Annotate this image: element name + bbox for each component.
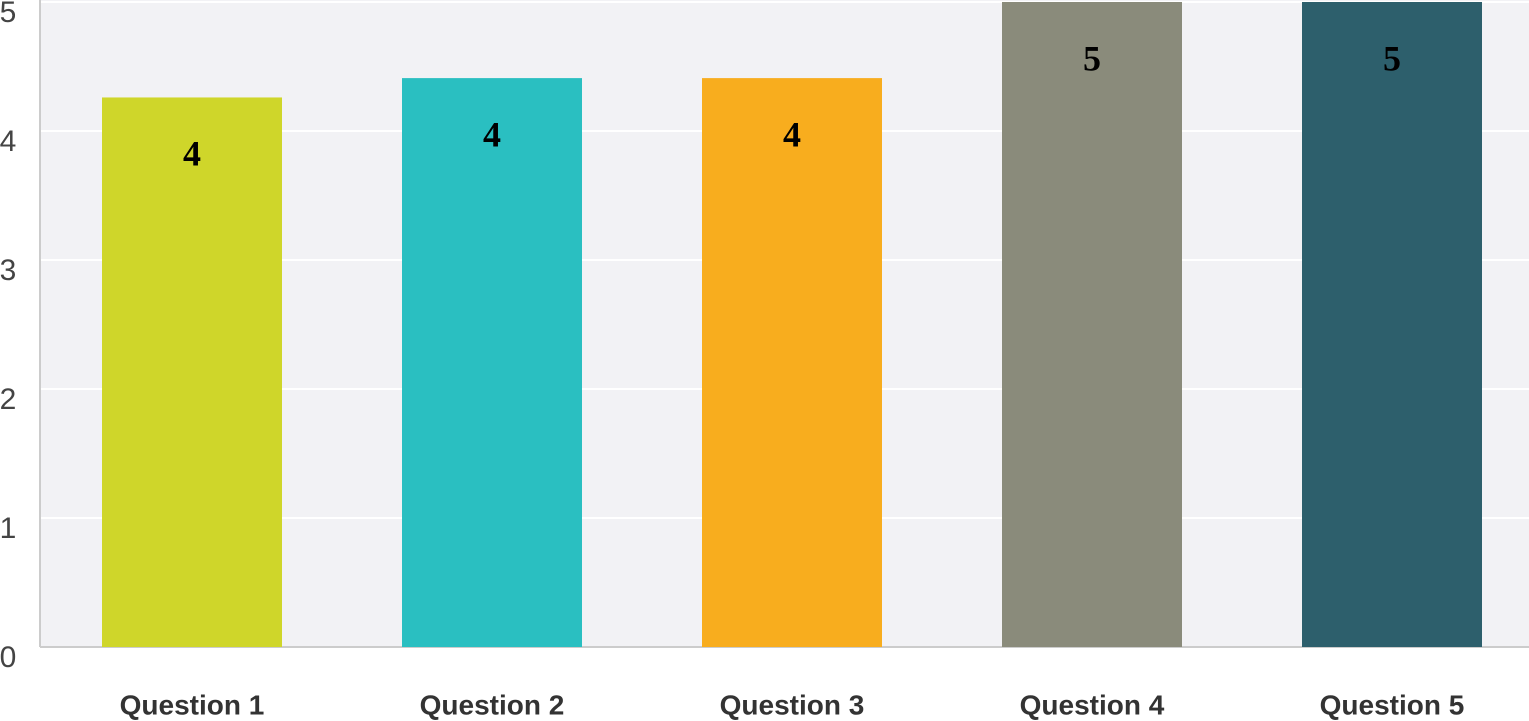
bar bbox=[102, 97, 282, 647]
value-label: 4 bbox=[483, 114, 501, 154]
value-label: 4 bbox=[783, 114, 801, 154]
y-tick-label: 1 bbox=[0, 512, 16, 545]
y-tick-label: 4 bbox=[0, 125, 16, 158]
bar bbox=[402, 78, 582, 648]
y-tick-label: 2 bbox=[0, 383, 16, 416]
y-tick-label: 0 bbox=[0, 641, 16, 674]
value-label: 5 bbox=[1383, 38, 1401, 78]
x-tick-label: Question 4 bbox=[1020, 689, 1165, 720]
x-tick-label: Question 1 bbox=[120, 689, 265, 720]
x-tick-label: Question 3 bbox=[720, 689, 865, 720]
x-tick-label: Question 5 bbox=[1320, 689, 1465, 720]
bar bbox=[1002, 2, 1182, 647]
bar bbox=[1302, 2, 1482, 647]
value-label: 5 bbox=[1083, 38, 1101, 78]
x-tick-label: Question 2 bbox=[420, 689, 565, 720]
y-tick-label: 5 bbox=[0, 0, 16, 29]
value-label: 4 bbox=[183, 134, 201, 174]
y-tick-label: 3 bbox=[0, 254, 16, 287]
bar bbox=[702, 78, 882, 648]
